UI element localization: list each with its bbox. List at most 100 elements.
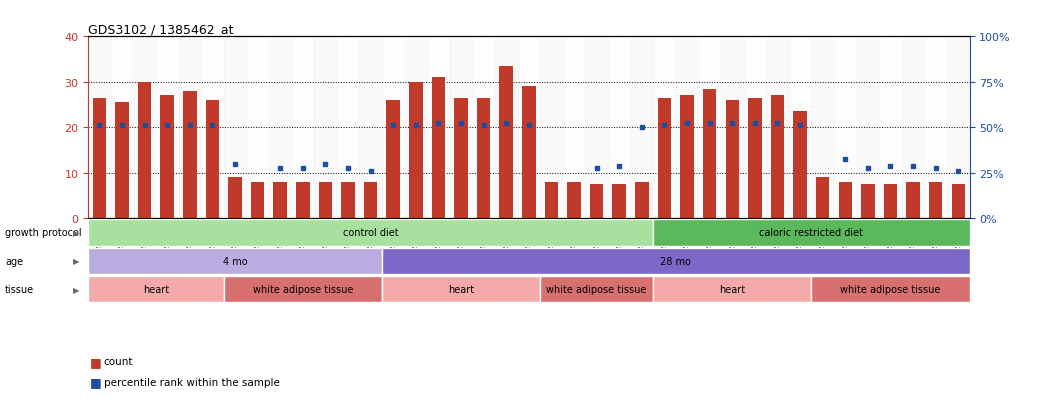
Bar xyxy=(314,37,337,219)
Bar xyxy=(318,183,332,219)
Bar xyxy=(748,98,761,219)
Bar xyxy=(274,183,287,219)
Bar xyxy=(382,37,404,219)
Bar xyxy=(857,37,879,219)
Text: ▶: ▶ xyxy=(74,228,80,237)
Bar xyxy=(929,183,943,219)
Bar xyxy=(382,248,970,274)
Bar xyxy=(839,183,852,219)
Text: ▶: ▶ xyxy=(74,285,80,294)
Bar xyxy=(703,89,717,219)
Bar xyxy=(567,183,581,219)
Bar xyxy=(906,183,920,219)
Bar xyxy=(88,220,653,246)
Bar xyxy=(517,37,540,219)
Bar xyxy=(902,37,924,219)
Bar xyxy=(387,101,400,219)
Bar xyxy=(495,37,517,219)
Bar xyxy=(251,183,264,219)
Bar xyxy=(297,183,310,219)
Bar xyxy=(726,101,739,219)
Bar xyxy=(563,37,585,219)
Text: white adipose tissue: white adipose tissue xyxy=(253,285,353,294)
Bar xyxy=(178,37,201,219)
Bar xyxy=(404,37,427,219)
Bar xyxy=(789,37,811,219)
Text: ■: ■ xyxy=(90,375,102,389)
Bar xyxy=(613,185,626,219)
Bar xyxy=(766,37,789,219)
Bar xyxy=(834,37,857,219)
Bar xyxy=(540,276,653,302)
Bar xyxy=(811,276,970,302)
Bar xyxy=(156,37,178,219)
Text: percentile rank within the sample: percentile rank within the sample xyxy=(104,377,280,387)
Text: ▶: ▶ xyxy=(74,257,80,266)
Text: white adipose tissue: white adipose tissue xyxy=(546,285,647,294)
Bar xyxy=(473,37,495,219)
Bar xyxy=(431,78,445,219)
Text: age: age xyxy=(5,256,23,266)
Bar xyxy=(409,83,423,219)
Bar xyxy=(585,37,608,219)
Bar xyxy=(454,98,468,219)
Bar xyxy=(884,185,897,219)
Bar xyxy=(115,103,129,219)
Bar xyxy=(657,98,671,219)
Bar xyxy=(770,96,784,219)
Bar xyxy=(947,37,970,219)
Bar xyxy=(793,112,807,219)
Bar xyxy=(522,87,536,219)
Bar xyxy=(590,185,604,219)
Bar xyxy=(111,37,134,219)
Bar xyxy=(450,37,473,219)
Text: GDS3102 / 1385462_at: GDS3102 / 1385462_at xyxy=(88,23,233,36)
Bar xyxy=(924,37,947,219)
Text: heart: heart xyxy=(143,285,169,294)
Bar xyxy=(184,92,197,219)
Text: caloric restricted diet: caloric restricted diet xyxy=(759,228,864,238)
Bar xyxy=(500,66,513,219)
Bar xyxy=(653,37,676,219)
Text: 28 mo: 28 mo xyxy=(661,256,692,266)
Bar xyxy=(88,276,224,302)
Bar xyxy=(698,37,721,219)
Bar xyxy=(341,183,355,219)
Bar xyxy=(247,37,269,219)
Bar xyxy=(228,178,242,219)
Bar xyxy=(337,37,360,219)
Bar xyxy=(138,83,151,219)
Bar xyxy=(92,98,106,219)
Bar xyxy=(952,185,965,219)
Text: count: count xyxy=(104,356,133,366)
Bar xyxy=(427,37,450,219)
Bar xyxy=(680,96,694,219)
Text: tissue: tissue xyxy=(5,285,34,294)
Bar xyxy=(861,185,874,219)
Bar xyxy=(88,248,382,274)
Bar xyxy=(360,37,382,219)
Text: control diet: control diet xyxy=(343,228,398,238)
Bar xyxy=(201,37,224,219)
Bar xyxy=(676,37,698,219)
Bar xyxy=(635,183,649,219)
Bar xyxy=(879,37,902,219)
Bar xyxy=(544,183,558,219)
Bar xyxy=(653,220,970,246)
Bar xyxy=(291,37,314,219)
Bar xyxy=(653,276,811,302)
Bar xyxy=(224,37,247,219)
Bar xyxy=(630,37,653,219)
Text: growth protocol: growth protocol xyxy=(5,228,82,238)
Text: heart: heart xyxy=(448,285,474,294)
Text: 4 mo: 4 mo xyxy=(223,256,248,266)
Bar xyxy=(364,183,377,219)
Bar xyxy=(744,37,766,219)
Bar xyxy=(540,37,563,219)
Text: ■: ■ xyxy=(90,355,102,368)
Bar xyxy=(88,37,111,219)
Bar xyxy=(721,37,744,219)
Bar xyxy=(161,96,174,219)
Bar xyxy=(269,37,291,219)
Bar xyxy=(224,276,382,302)
